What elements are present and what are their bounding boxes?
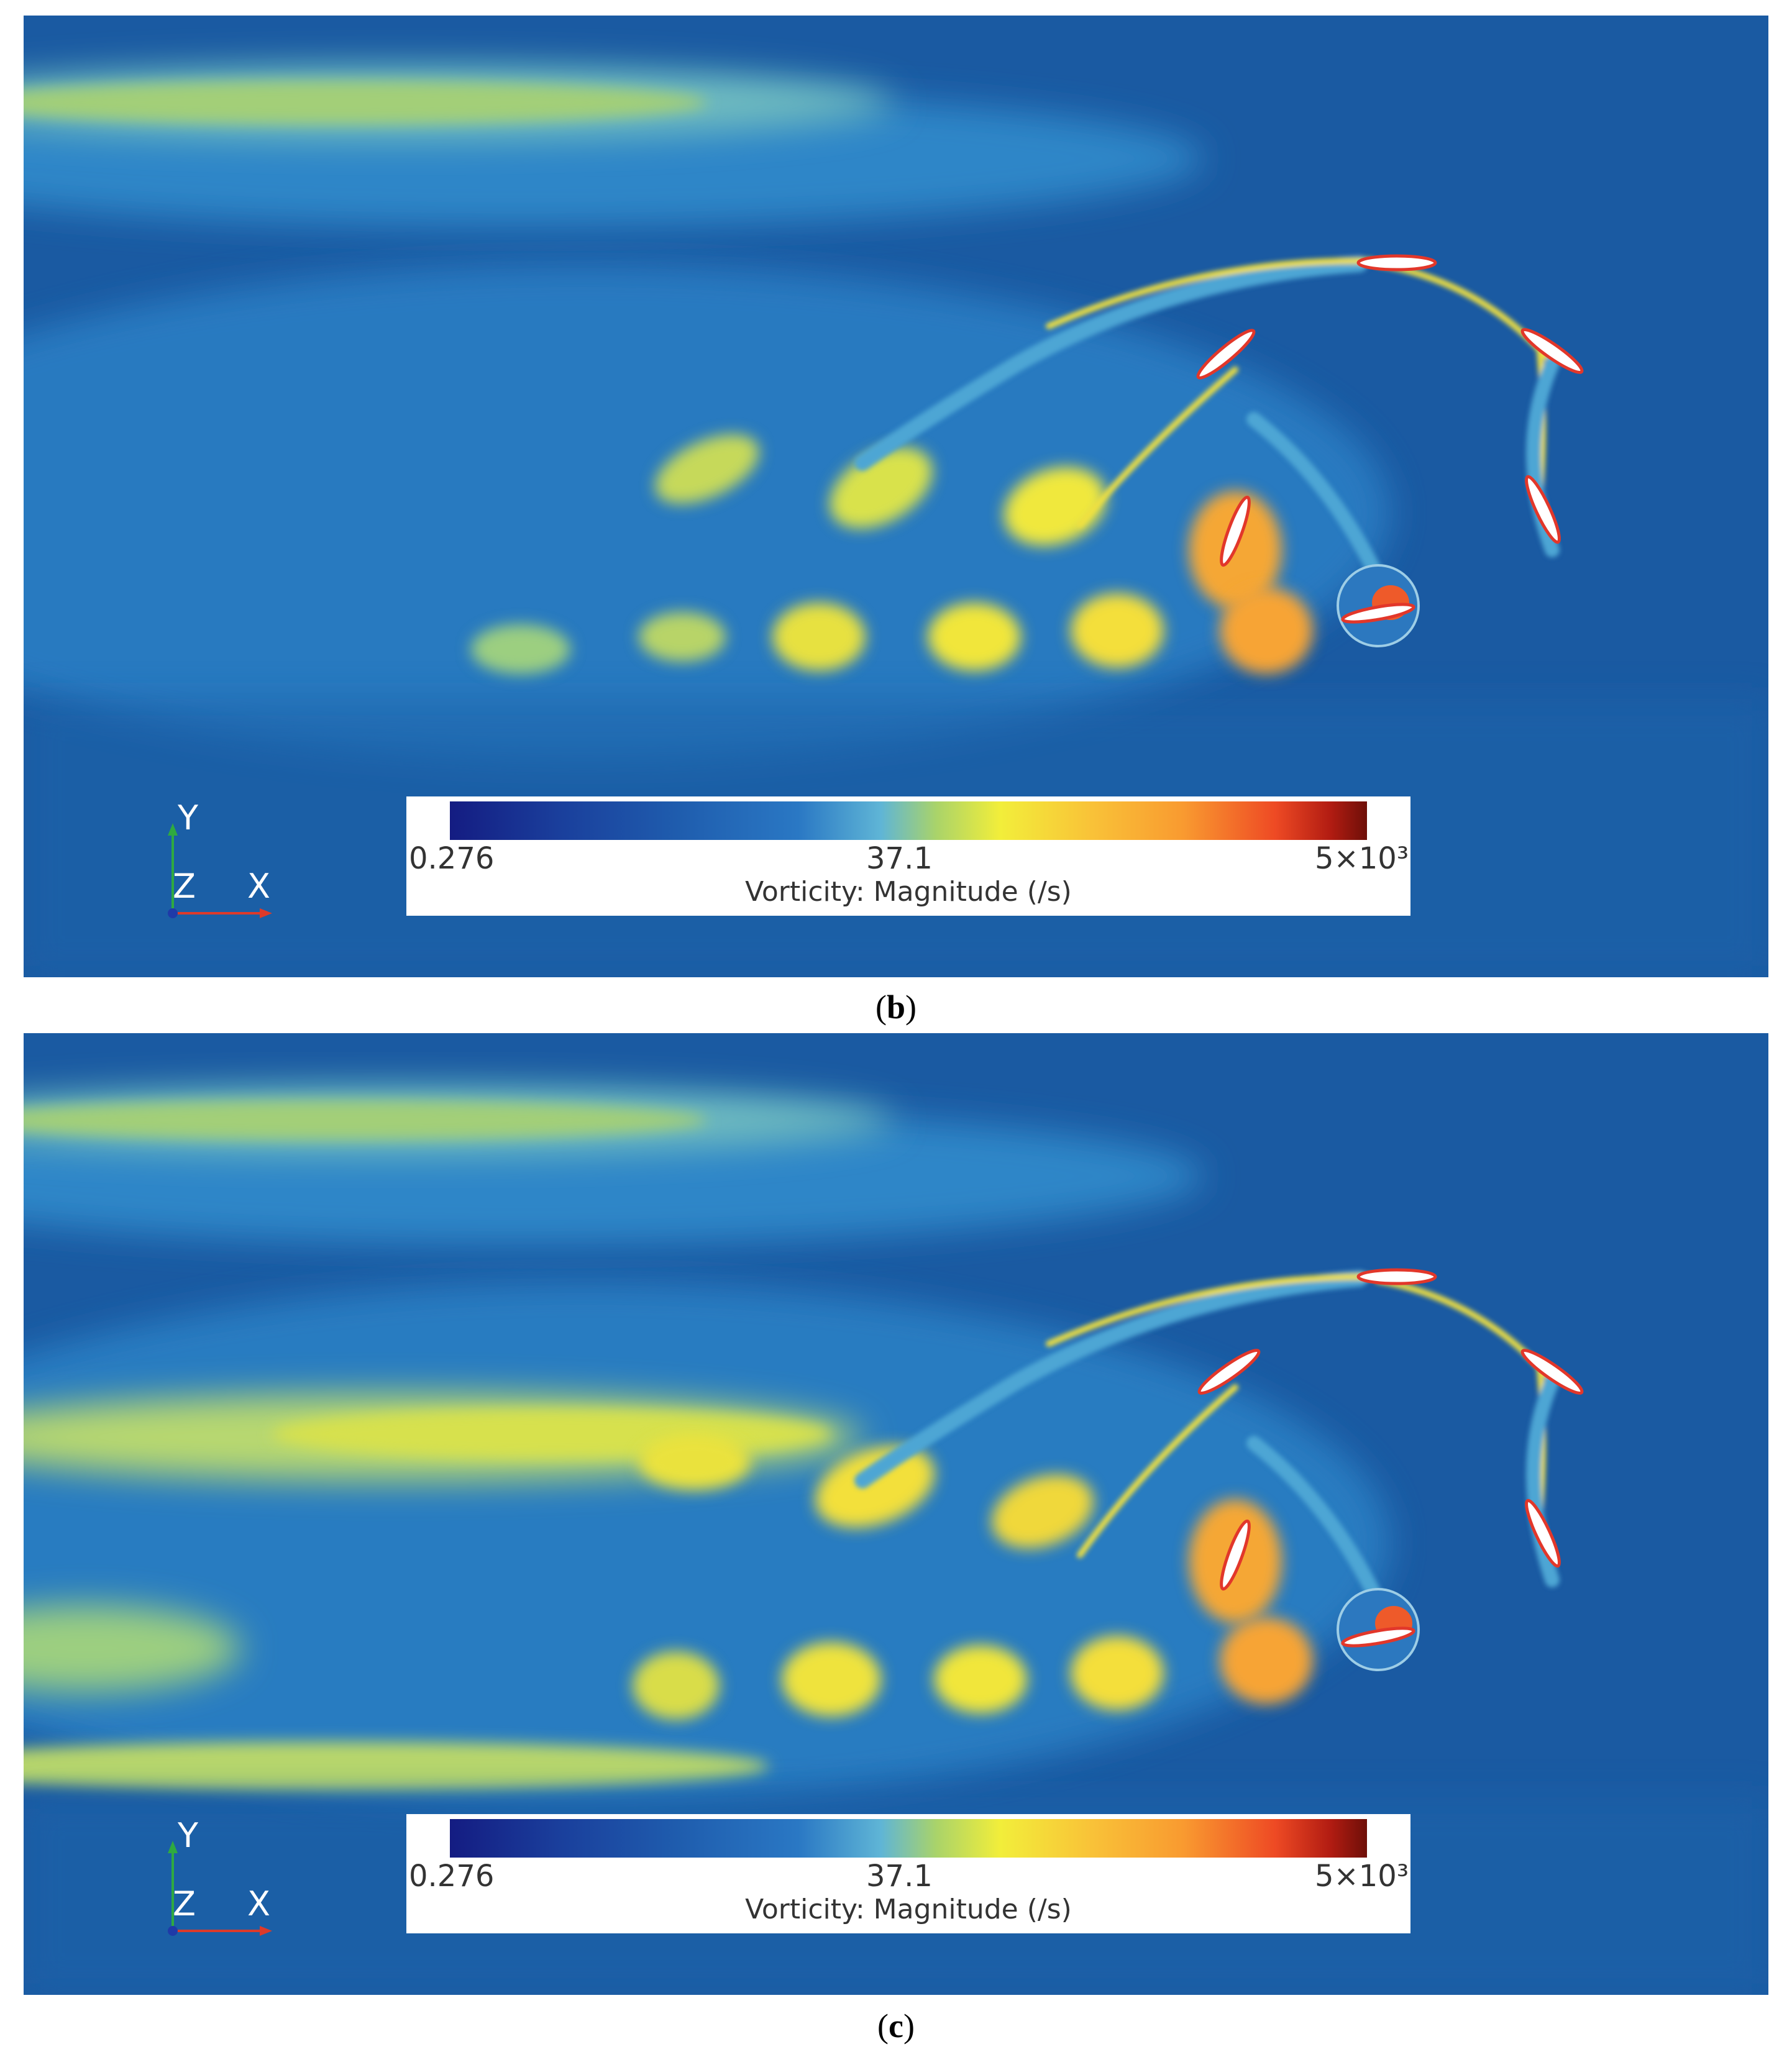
colorbar-gradient (450, 1819, 1367, 1858)
axis-label-z: Z (173, 1884, 196, 1923)
colorbar-min-label: 0.276 (409, 1859, 495, 1894)
axis-label-x: X (247, 867, 270, 906)
axis-label-x: X (247, 1884, 270, 1923)
vorticity-panel-c: Y Z X 0.276 37.1 5×10³ Vorticity: Magnit… (24, 1033, 1768, 1995)
axis-label-z: Z (173, 867, 196, 906)
colorbar-mid-label: 37.1 (866, 1859, 933, 1894)
colorbar-min-label: 0.276 (409, 841, 495, 876)
axis-triad-c: Y Z X (129, 1816, 291, 1940)
panel-caption-c: (c) (877, 2007, 915, 2045)
axis-label-y: Y (178, 798, 198, 837)
colorbar-title: Vorticity: Magnitude (/s) (745, 876, 1072, 908)
colorbar-title: Vorticity: Magnitude (/s) (745, 1894, 1072, 1925)
colorbar-legend-c: 0.276 37.1 5×10³ Vorticity: Magnitude (/… (406, 1814, 1410, 1933)
colorbar-gradient (450, 801, 1367, 840)
colorbar-max-label: 5×10³ (1315, 841, 1409, 876)
axis-triad-b: Y Z X (129, 798, 291, 923)
panel-caption-b: (b) (875, 988, 917, 1026)
vorticity-panel-b: Y Z X 0.276 37.1 5×10³ Vorticity: Magnit… (24, 16, 1768, 977)
axis-label-y: Y (178, 1816, 198, 1855)
colorbar-legend-b: 0.276 37.1 5×10³ Vorticity: Magnitude (/… (406, 796, 1410, 916)
colorbar-max-label: 5×10³ (1315, 1859, 1409, 1894)
colorbar-mid-label: 37.1 (866, 841, 933, 876)
